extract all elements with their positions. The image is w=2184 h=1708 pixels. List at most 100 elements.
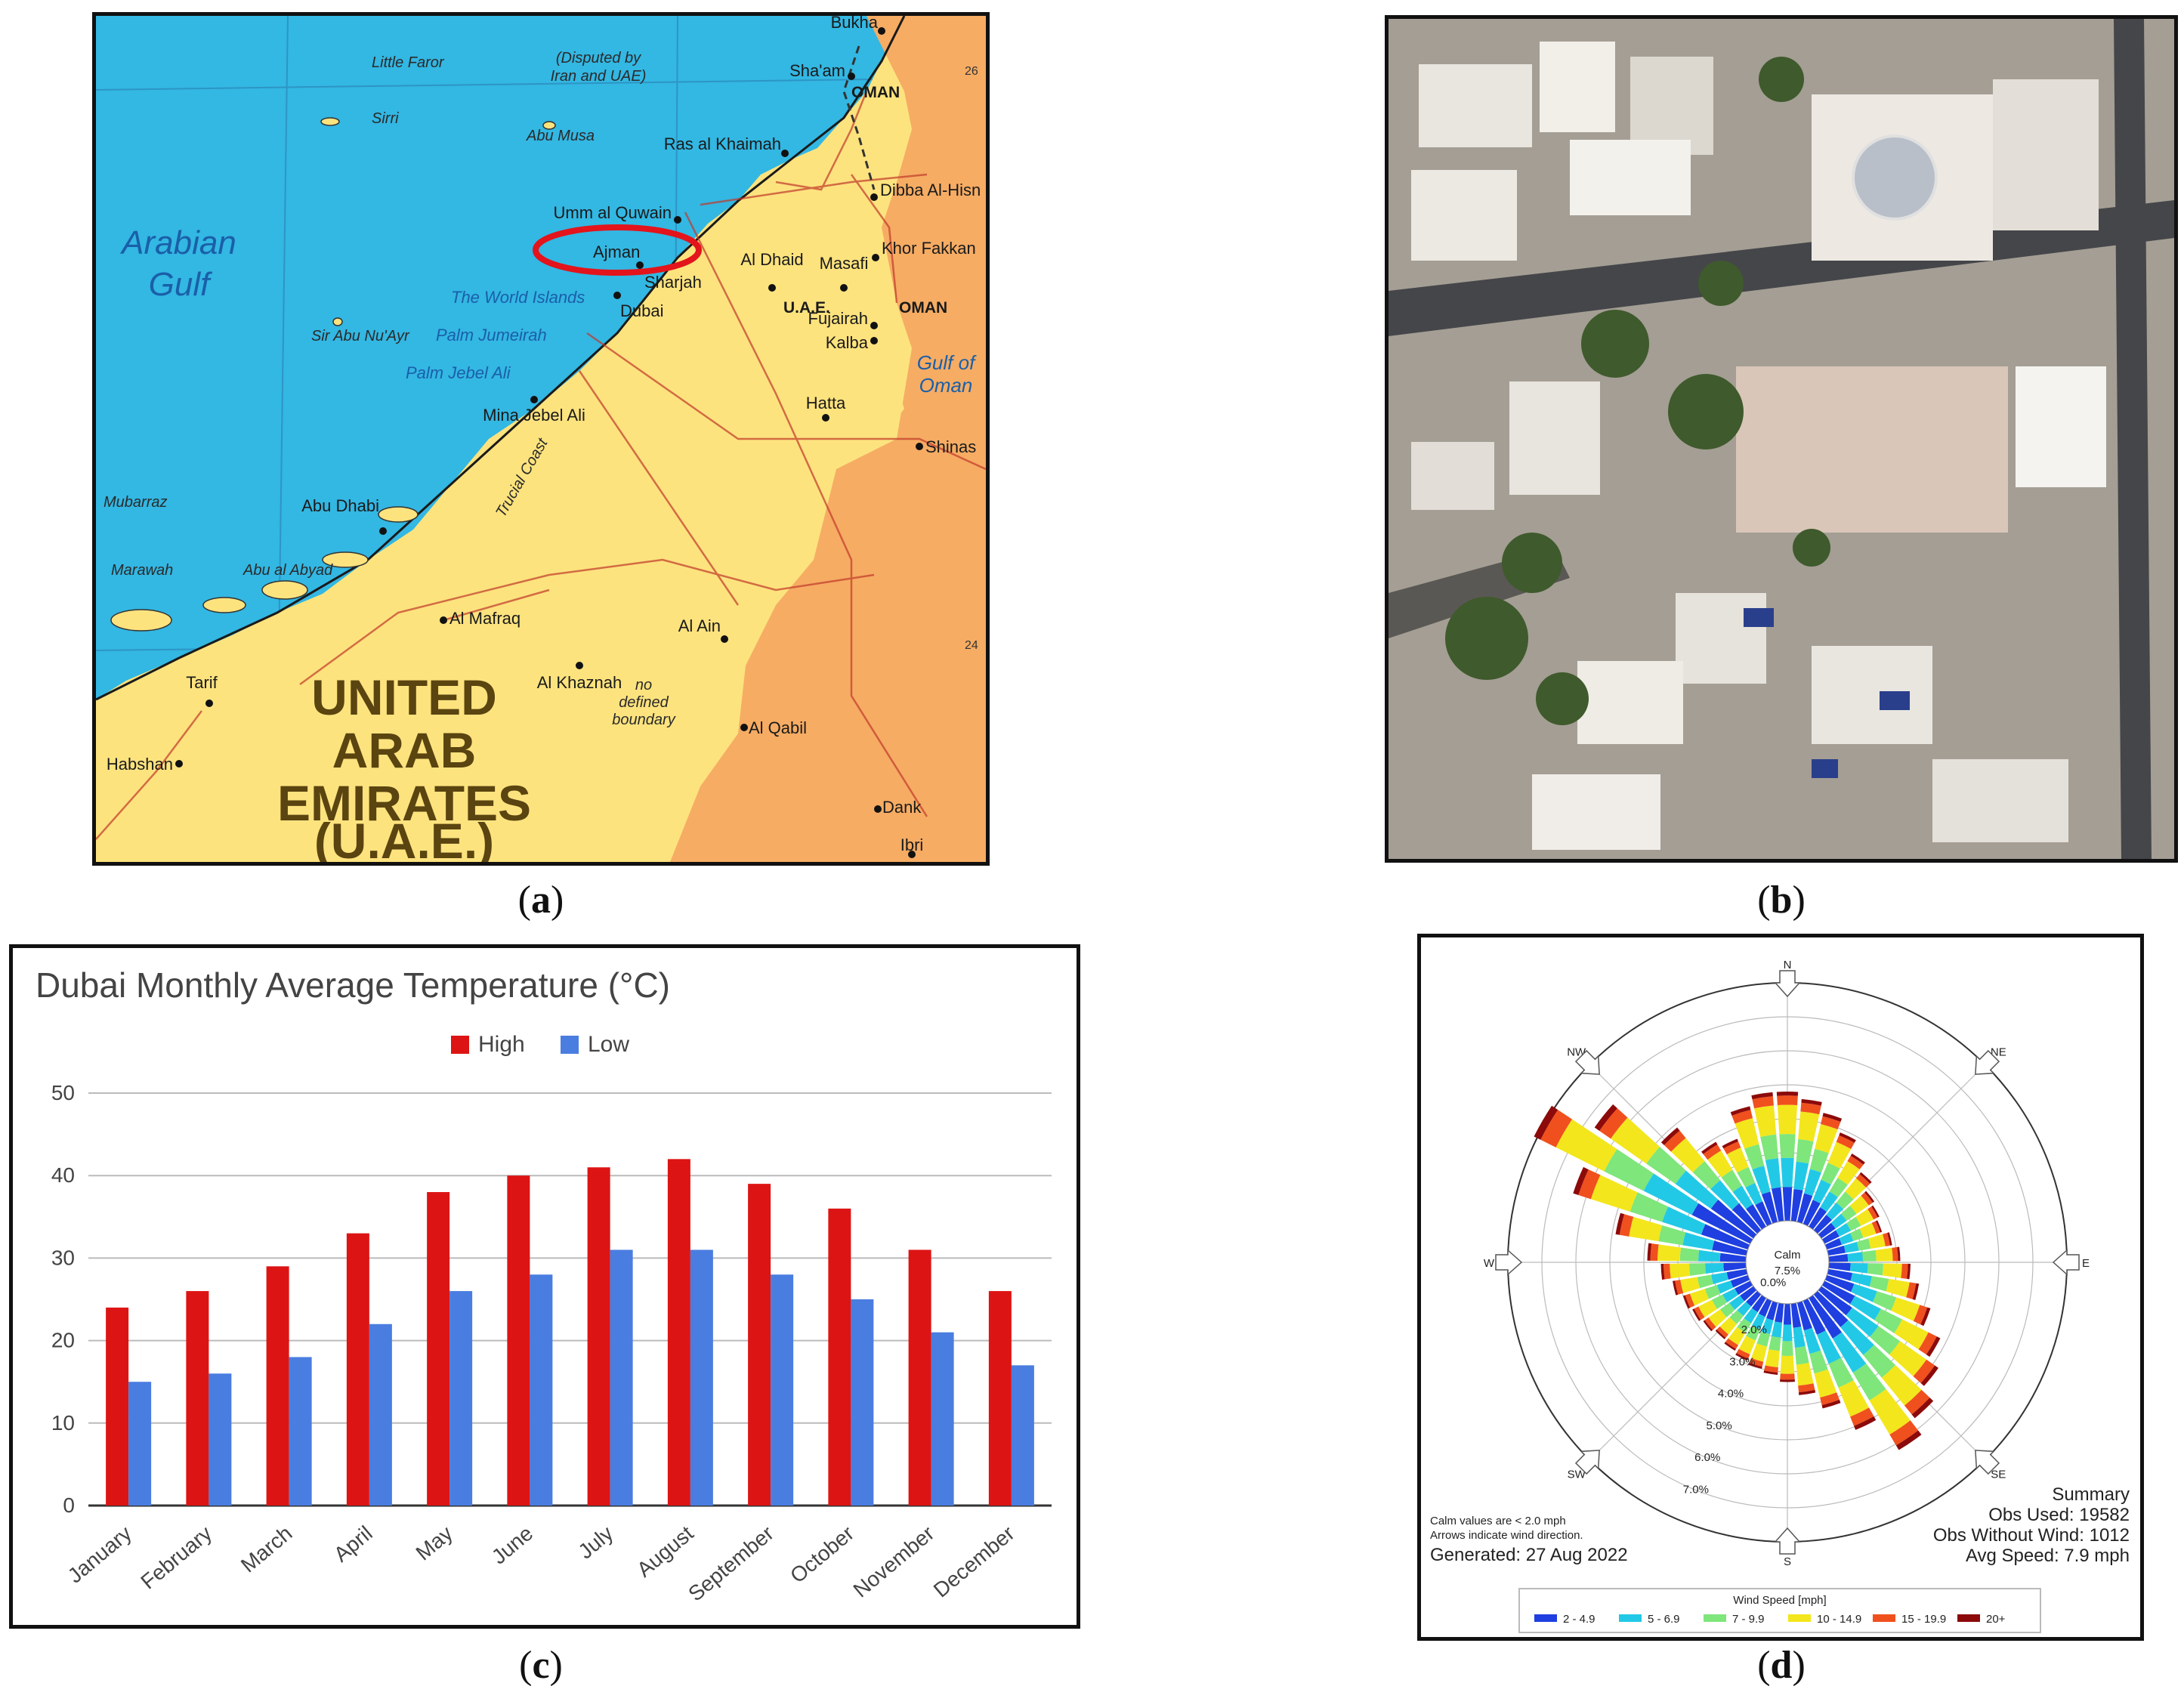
country-label-3: EMIRATES	[277, 775, 531, 831]
rose-segment	[1643, 1173, 1699, 1215]
rose-segment	[1746, 1204, 1766, 1230]
rose-segment	[1737, 1318, 1752, 1333]
rose-segment	[1827, 1141, 1852, 1169]
rose-segment	[1738, 1336, 1756, 1354]
rose-segment	[1688, 1263, 1707, 1276]
rose-segment	[1887, 1232, 1892, 1246]
speed-legend-swatch	[1957, 1614, 1980, 1622]
rose-segment	[1754, 1105, 1777, 1137]
rose-segment	[1721, 1169, 1742, 1192]
city-label: Al Qabil	[749, 718, 807, 737]
rose-segment	[1723, 1141, 1741, 1155]
rose-segment	[1821, 1280, 1855, 1305]
rose-segment	[1907, 1263, 1911, 1280]
rose-segment	[1722, 1138, 1738, 1149]
legend-swatch-low	[561, 1036, 579, 1054]
wind-arrow-icon	[2052, 1249, 2080, 1276]
city-label: Hatta	[806, 394, 846, 412]
speed-legend-label: 20+	[1986, 1613, 2006, 1626]
island-label: Palm Jebel Ali	[406, 363, 511, 382]
city-label: Al Ain	[678, 616, 721, 635]
rose-segment	[1660, 1263, 1665, 1280]
rose-segment	[1809, 1350, 1828, 1374]
rose-segment	[1573, 1166, 1589, 1196]
rose-segment	[1845, 1178, 1867, 1200]
wind-arrow-icon	[1495, 1249, 1523, 1276]
city-label: Al Mafraq	[449, 609, 521, 628]
rose-segment	[1856, 1238, 1871, 1251]
rose-segment	[1737, 1302, 1752, 1317]
arabian-gulf-label-1: Arabian	[119, 224, 236, 261]
city-dot	[848, 73, 855, 80]
rose-segment	[1849, 1195, 1869, 1214]
rose-segment	[1746, 1325, 1760, 1341]
rose-segment	[1846, 1216, 1861, 1231]
temperature-chart-panel: Dubai Monthly Average Temperature (°C) H…	[9, 944, 1080, 1629]
temperature-bar-chart: Dubai Monthly Average Temperature (°C) H…	[36, 965, 1052, 1606]
rose-segment	[1802, 1200, 1821, 1227]
rose-segment	[1766, 1301, 1778, 1320]
rose-segment	[1850, 1407, 1874, 1426]
rose-segment	[1758, 1298, 1772, 1317]
rose-segment	[1710, 1200, 1757, 1239]
city-label: Shinas	[925, 437, 976, 456]
rose-segment	[1604, 1149, 1654, 1191]
rose-segment	[1837, 1161, 1860, 1185]
rose-segment	[1711, 1294, 1728, 1309]
rose-segment	[1875, 1220, 1883, 1233]
rose-segment	[1812, 1179, 1831, 1204]
rose-segment	[1901, 1263, 1908, 1279]
rose-segment	[1675, 1170, 1719, 1209]
rose-segment	[1662, 1206, 1706, 1235]
rose-segment	[1867, 1206, 1878, 1220]
x-tick-label: September	[684, 1521, 778, 1606]
country-label-4: (U.A.E.)	[314, 813, 494, 862]
island-label: Abu Musa	[526, 128, 595, 144]
wind-rose-chart: Calm 7.5% 0.0% 2.0% 3.0% 4.0% 5.0% 6.0% 7.0% N…	[1430, 959, 2130, 1633]
city-dot	[916, 443, 923, 450]
bar-low	[449, 1291, 473, 1506]
island-label: Marawah	[111, 562, 173, 579]
no-boundary-label-3: boundary	[612, 712, 675, 728]
city-dot	[840, 284, 848, 292]
rose-segment	[1820, 1191, 1838, 1212]
rose-segment	[1828, 1262, 1851, 1271]
x-tick-label: August	[632, 1521, 698, 1582]
bar-low	[209, 1373, 232, 1506]
rose-segment	[1829, 1178, 1848, 1197]
rose-segment	[1883, 1232, 1891, 1246]
city-dot	[822, 414, 829, 422]
rose-segment	[1814, 1369, 1837, 1398]
rose-segment	[1756, 1331, 1771, 1347]
calm-note-1: Calm values are < 2.0 mph	[1430, 1515, 1566, 1527]
rose-segment	[1815, 1124, 1838, 1154]
rose-segment	[1881, 1364, 1922, 1406]
rose-segment	[1708, 1309, 1727, 1327]
rose-segment	[1578, 1169, 1601, 1200]
rose-segment	[1854, 1416, 1877, 1430]
rose-segment	[1870, 1326, 1901, 1355]
rose-segment	[1689, 1289, 1710, 1306]
rose-segment	[1765, 1349, 1780, 1368]
wind-rose-panel: Calm 7.5% 0.0% 2.0% 3.0% 4.0% 5.0% 6.0% 7.0% N…	[1417, 934, 2144, 1641]
rose-segment	[1776, 1092, 1799, 1096]
bar-high	[667, 1159, 690, 1506]
rose-segment	[1828, 1253, 1849, 1262]
speed-legend-swatch	[1704, 1614, 1726, 1622]
city-label: Ibri	[900, 835, 924, 854]
rose-segment	[1782, 1324, 1793, 1342]
rose-segment	[1889, 1341, 1927, 1376]
wind-arrow-icon	[1774, 970, 1801, 998]
rose-segment	[1701, 1141, 1718, 1154]
city-dot	[379, 527, 387, 535]
rose-segment	[1726, 1268, 1748, 1280]
city-dot	[175, 760, 183, 768]
rose-segment	[1650, 1243, 1659, 1261]
rose-segment	[1724, 1342, 1736, 1351]
rose-segment	[1771, 1187, 1784, 1222]
wind-arrow-icon	[1975, 1450, 2000, 1475]
city-label: Fujairah	[808, 309, 868, 328]
rose-segment	[1913, 1359, 1935, 1383]
rose-segment	[1838, 1380, 1870, 1417]
rose-segment	[1892, 1246, 1898, 1262]
